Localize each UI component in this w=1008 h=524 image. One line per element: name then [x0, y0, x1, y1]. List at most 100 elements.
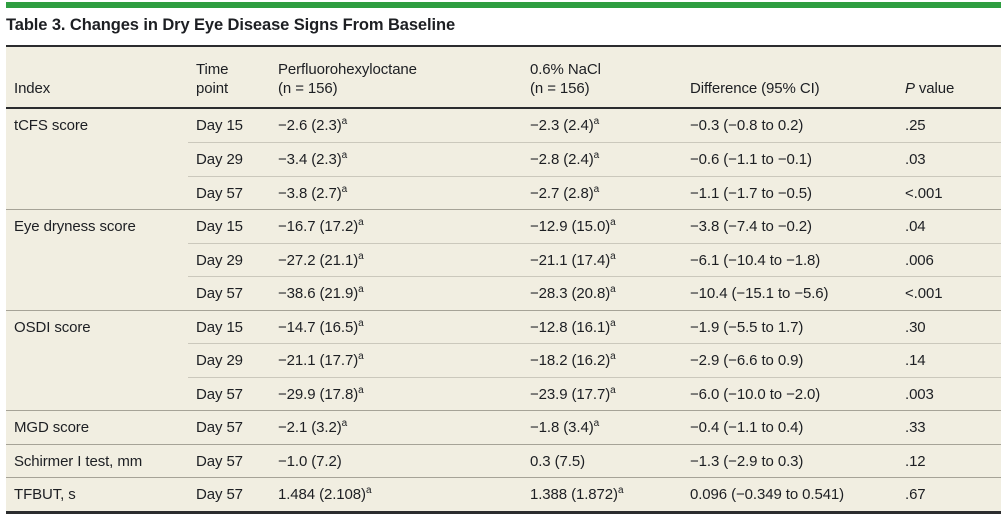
cell-p-value: .03: [897, 142, 1001, 176]
cell-text: 0.096 (−0.349 to 0.541): [690, 486, 845, 504]
cell-text: Eye dryness score: [14, 218, 136, 236]
col-header-difference: Difference (95% CI): [682, 79, 897, 99]
cell-time-point: Day 57: [188, 276, 270, 310]
footnote-marker-a: a: [610, 284, 616, 296]
cell-text: −21.1 (17.4)a: [530, 250, 616, 269]
cell-text: −1.8 (3.4)a: [530, 418, 600, 437]
col-header-drug-line1: Perfluorohexyloctane: [278, 60, 417, 78]
cell-text: .33: [905, 419, 926, 437]
cell-text: −1.1 (−1.7 to −0.5): [690, 184, 812, 202]
footnote-marker-a: a: [358, 351, 364, 363]
cell-text: TFBUT, s: [14, 486, 76, 504]
cell-text: Day 15: [196, 218, 243, 236]
cell-perfluorohexyloctane: −38.6 (21.9)a: [270, 276, 522, 310]
footnote-marker-a: a: [610, 384, 616, 396]
cell-text: −12.9 (15.0)a: [530, 217, 616, 236]
cell-p-value: .25: [897, 109, 1001, 143]
cell-nacl: −18.2 (16.2)a: [522, 343, 682, 377]
cell-time-point: Day 57: [188, 175, 270, 210]
cell-p-value: .14: [897, 343, 1001, 377]
cell-index: [6, 343, 188, 377]
cell-p-value: .33: [897, 411, 1001, 444]
cell-difference: −10.4 (−15.1 to −5.6): [682, 276, 897, 310]
cell-text: −18.2 (16.2)a: [530, 351, 616, 370]
cell-index: [6, 176, 188, 210]
cell-perfluorohexyloctane: 1.484 (2.108)a: [270, 478, 522, 511]
table-accent-bar: [6, 2, 1001, 8]
footnote-marker-a: a: [358, 384, 364, 396]
cell-difference: −1.3 (−2.9 to 0.3): [682, 445, 897, 478]
cell-perfluorohexyloctane: −2.1 (3.2)a: [270, 411, 522, 444]
table-row: Eye dryness score Day 15 −16.7 (17.2)a −12.…: [6, 209, 1001, 243]
cell-text: .14: [905, 352, 926, 370]
cell-index: Eye dryness score: [6, 210, 188, 243]
cell-text: .12: [905, 452, 926, 470]
footnote-marker-a: a: [610, 250, 616, 262]
cell-perfluorohexyloctane: −27.2 (21.1)a: [270, 242, 522, 277]
cell-text: −14.7 (16.5)a: [278, 317, 364, 336]
cell-index: OSDI score: [6, 311, 188, 344]
cell-time-point: Day 15: [188, 311, 270, 344]
table-row: Day 29 −27.2 (21.1)a −21.1 (17.4)a −6.1 (−1…: [6, 242, 1001, 277]
cell-nacl: 0.3 (7.5): [522, 445, 682, 478]
cell-text: Day 57: [196, 184, 243, 202]
cell-text: .006: [905, 251, 934, 269]
cell-difference: −6.0 (−10.0 to −2.0): [682, 376, 897, 411]
cell-difference: −2.9 (−6.6 to 0.9): [682, 343, 897, 377]
footnote-marker-a: a: [358, 250, 364, 262]
cell-text: −0.3 (−0.8 to 0.2): [690, 117, 804, 135]
cell-nacl: −12.8 (16.1)a: [522, 311, 682, 344]
footnote-marker-a: a: [341, 418, 348, 430]
cell-text: −12.8 (16.1)a: [530, 317, 616, 336]
cell-text: .03: [905, 151, 926, 169]
col-header-time-point: Time point: [188, 60, 270, 99]
col-header-p-rest: value: [918, 80, 955, 98]
footnote-marker-a: a: [358, 317, 364, 329]
footnote-marker-a: a: [593, 150, 600, 162]
cell-difference: 0.096 (−0.349 to 0.541): [682, 478, 897, 511]
cell-difference: −1.1 (−1.7 to −0.5): [682, 175, 897, 210]
cell-perfluorohexyloctane: −29.9 (17.8)a: [270, 376, 522, 411]
cell-text: .04: [905, 218, 926, 236]
table-row: Day 29 −21.1 (17.7)a −18.2 (16.2)a −2.9 (−6…: [6, 343, 1001, 377]
cell-text: .30: [905, 318, 926, 336]
table-row: tCFS score Day 15 −2.6 (2.3)a −2.3 (2.4)a −0…: [6, 109, 1001, 143]
cell-time-point: Day 29: [188, 242, 270, 277]
cell-text: −3.4 (2.3)a: [278, 150, 348, 169]
cell-text: −2.3 (2.4)a: [530, 116, 600, 135]
cell-text: <.001: [905, 184, 943, 202]
footnote-marker-a: a: [593, 116, 600, 128]
footnote-marker-a: a: [341, 183, 348, 195]
cell-text: −2.7 (2.8)a: [530, 183, 600, 202]
cell-nacl: −23.9 (17.7)a: [522, 376, 682, 411]
cell-index: [6, 142, 188, 176]
cell-time-point: Day 57: [188, 478, 270, 511]
cell-text: −3.8 (−7.4 to −0.2): [690, 218, 812, 236]
cell-p-value: .12: [897, 445, 1001, 478]
cell-text: .25: [905, 117, 926, 135]
cell-text: Day 15: [196, 117, 243, 135]
cell-p-value: .003: [897, 376, 1001, 411]
cell-text: −6.1 (−10.4 to −1.8): [690, 251, 821, 269]
cell-perfluorohexyloctane: −3.8 (2.7)a: [270, 175, 522, 210]
cell-text: −29.9 (17.8)a: [278, 384, 364, 403]
cell-nacl: −1.8 (3.4)a: [522, 411, 682, 444]
footnote-marker-a: a: [610, 217, 616, 229]
table-row: Day 57 −3.8 (2.7)a −2.7 (2.8)a −1.1 (−1.7 t…: [6, 175, 1001, 210]
cell-text: −2.8 (2.4)a: [530, 150, 600, 169]
cell-index: TFBUT, s: [6, 478, 188, 511]
cell-text: Day 57: [196, 419, 243, 437]
cell-nacl: −2.7 (2.8)a: [522, 175, 682, 210]
cell-text: −27.2 (21.1)a: [278, 250, 364, 269]
cell-index: MGD score: [6, 411, 188, 444]
cell-text: −10.4 (−15.1 to −5.6): [690, 285, 829, 303]
cell-time-point: Day 57: [188, 376, 270, 411]
footnote-marker-a: a: [341, 116, 348, 128]
cell-text: −0.6 (−1.1 to −0.1): [690, 151, 812, 169]
dry-eye-signs-table: Index Time point Perfluorohexyloctane (n…: [6, 44, 1001, 514]
table-header-row: Index Time point Perfluorohexyloctane (n…: [6, 47, 1001, 109]
cell-nacl: −12.9 (15.0)a: [522, 210, 682, 243]
cell-perfluorohexyloctane: −1.0 (7.2): [270, 445, 522, 478]
cell-text: MGD score: [14, 419, 89, 437]
